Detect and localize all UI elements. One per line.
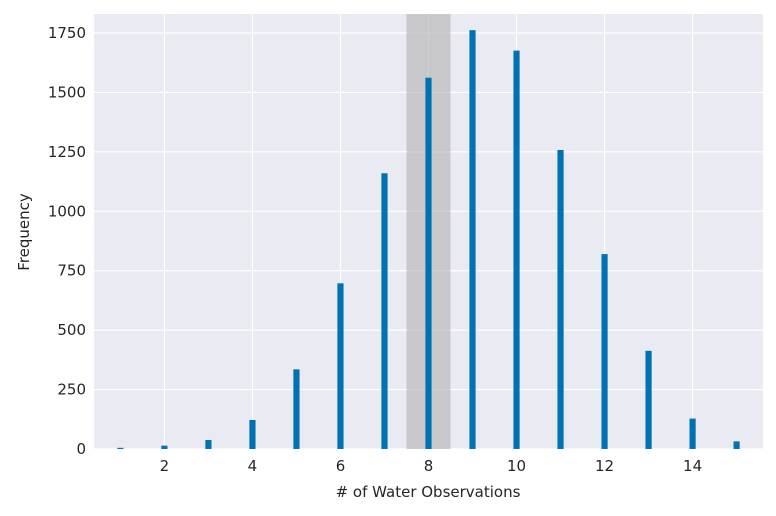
y-tick-label: 500 [57,321,86,339]
x-tick-label: 12 [595,457,614,475]
x-tick-label: 4 [248,457,258,475]
x-axis-label: # of Water Observations [336,483,521,501]
bar [337,283,344,449]
bars [117,30,740,449]
bar [689,418,696,449]
y-tick-label: 250 [57,381,86,399]
bar [293,369,300,449]
bar [601,254,608,449]
x-tick-label: 10 [507,457,526,475]
bar [249,420,256,449]
bar [513,50,520,449]
x-tick-labels: 2 4 6 8 10 12 14 [160,457,702,475]
y-tick-label: 1250 [48,143,86,161]
bar [425,77,432,449]
bar [161,445,168,449]
bar [205,439,212,449]
y-tick-label: 1000 [48,202,86,220]
x-tick-label: 6 [336,457,346,475]
y-tick-label: 750 [57,262,86,280]
y-tick-label: 0 [76,440,86,458]
bar [733,441,740,449]
x-tick-label: 8 [424,457,434,475]
bar [469,30,476,449]
x-tick-label: 14 [683,457,702,475]
bar [557,149,564,449]
y-tick-labels: 0 250 500 750 1000 1250 1500 1750 [48,24,86,458]
x-tick-label: 2 [160,457,170,475]
y-axis-label: Frequency [15,193,33,271]
bar [381,173,388,449]
bar [645,350,652,449]
y-tick-label: 1750 [48,24,86,42]
y-tick-label: 1500 [48,83,86,101]
bar [117,447,124,449]
